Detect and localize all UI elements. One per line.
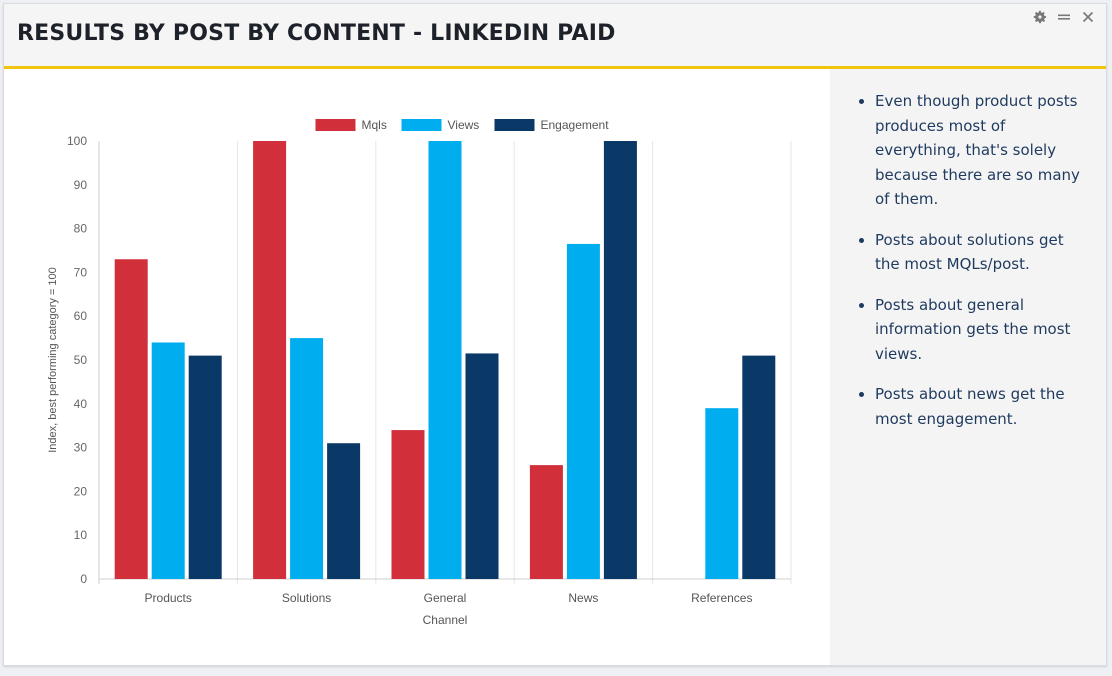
close-icon[interactable] — [1080, 9, 1096, 25]
legend-swatch — [401, 119, 442, 131]
widget-controls — [1032, 9, 1096, 25]
note-item: Even though product posts produces most … — [875, 89, 1092, 212]
bar-views — [428, 141, 462, 579]
note-item: Posts about general information gets the… — [875, 293, 1092, 367]
x-axis-title: Channel — [423, 613, 468, 627]
x-tick-label: References — [691, 591, 752, 605]
y-tick-label: 50 — [74, 353, 88, 367]
y-axis-title: Index, best performing category = 100 — [47, 267, 59, 453]
bar-mqls — [391, 430, 425, 579]
note-item: Posts about solutions get the most MQLs/… — [875, 228, 1092, 277]
x-tick-label: Products — [145, 591, 192, 605]
note-item: Posts about news get the most engagement… — [875, 382, 1092, 431]
y-tick-label: 100 — [67, 134, 87, 148]
y-tick-label: 20 — [74, 484, 88, 498]
menu-icon[interactable] — [1056, 9, 1072, 25]
gear-icon[interactable] — [1032, 9, 1048, 25]
bar-chart: 0 10 20 30 40 50 60 70 80 90 100 Products Solutions G… — [47, 118, 792, 627]
y-tick-label: 10 — [74, 528, 88, 542]
notes-panel: Even though product posts produces most … — [830, 69, 1106, 665]
bar-engagement — [327, 443, 361, 579]
x-tick-label: Solutions — [282, 591, 331, 605]
bar-views — [566, 243, 600, 579]
bar-views — [151, 342, 185, 579]
bar-views — [705, 408, 739, 579]
legend-label: Engagement — [541, 118, 610, 132]
y-tick-label: 80 — [74, 222, 88, 236]
widget-panel: RESULTS BY POST BY CONTENT - LINKEDIN PA… — [3, 3, 1107, 666]
bar-engagement — [188, 355, 222, 579]
legend-label: Views — [448, 118, 480, 132]
y-tick-label: 70 — [74, 265, 88, 279]
legend-label: Mqls — [362, 118, 387, 132]
page-title: RESULTS BY POST BY CONTENT - LINKEDIN PA… — [17, 21, 616, 46]
chart-area: 0 10 20 30 40 50 60 70 80 90 100 Products Solutions G… — [4, 69, 830, 665]
notes-list: Even though product posts produces most … — [830, 69, 1106, 431]
bar-views — [290, 338, 324, 579]
y-tick-label: 0 — [80, 572, 87, 586]
bar-engagement — [465, 353, 499, 579]
bar-engagement — [603, 141, 637, 579]
x-tick-label: News — [568, 591, 598, 605]
y-tick-label: 40 — [74, 397, 88, 411]
legend-swatch — [315, 119, 356, 131]
y-tick-label: 60 — [74, 309, 88, 323]
bar-engagement — [742, 355, 776, 579]
bar-mqls — [114, 259, 148, 579]
widget-header: RESULTS BY POST BY CONTENT - LINKEDIN PA… — [4, 4, 1106, 69]
bar-mqls — [529, 465, 563, 579]
x-tick-label: General — [424, 591, 467, 605]
y-tick-label: 90 — [74, 178, 88, 192]
legend-swatch — [494, 119, 535, 131]
y-tick-label: 30 — [74, 441, 88, 455]
bar-mqls — [253, 141, 287, 579]
